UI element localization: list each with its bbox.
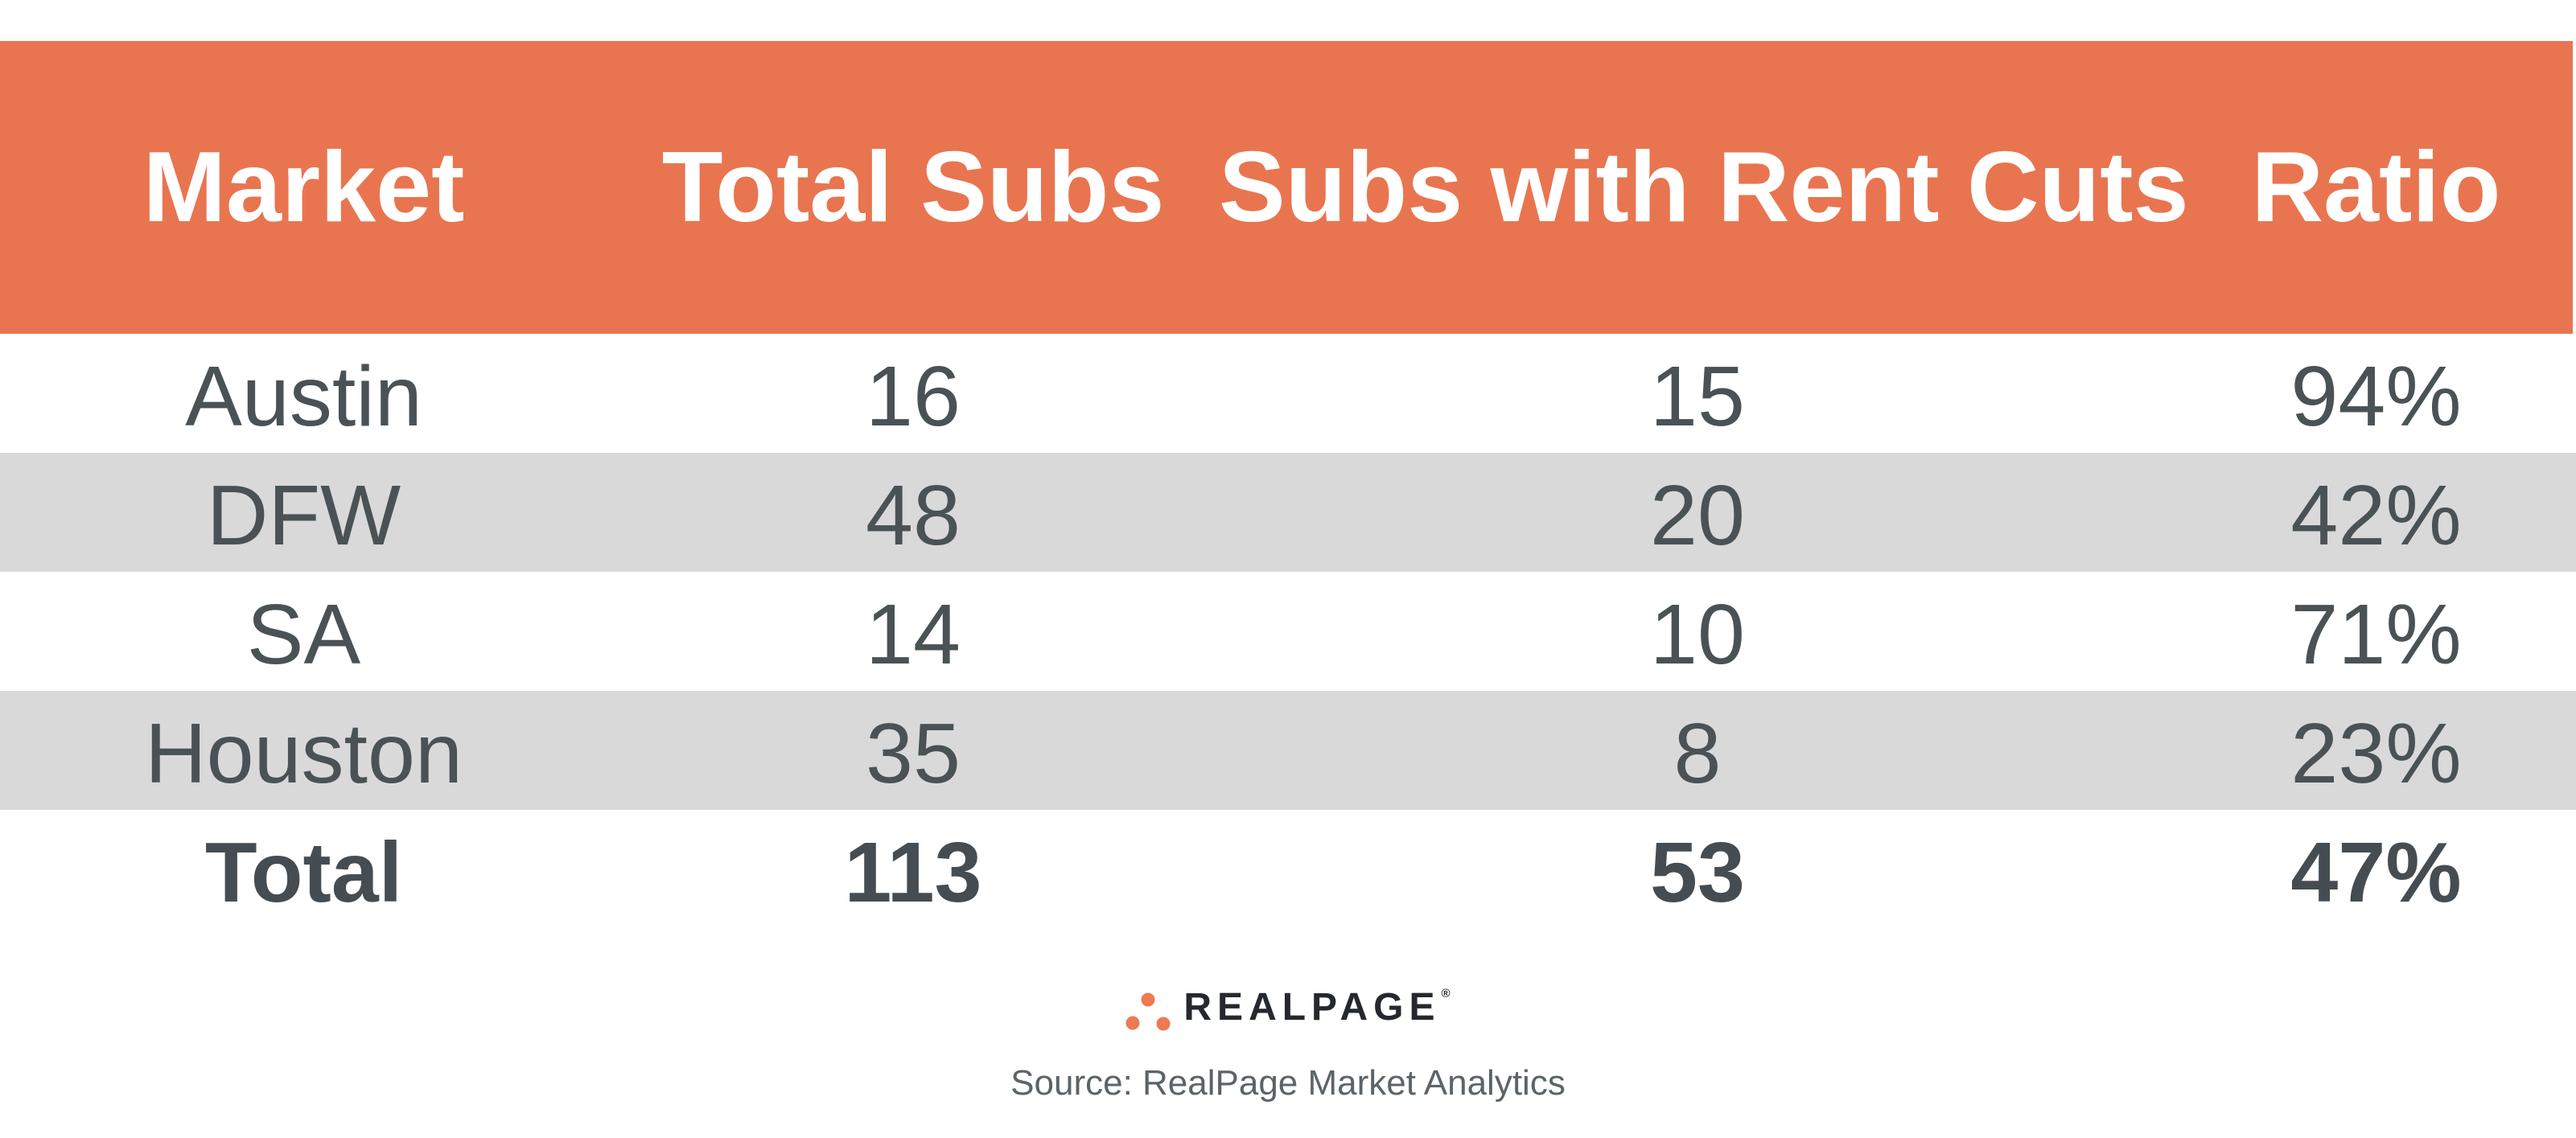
table-header-row: Market Total Subs Subs with Rent Cuts Ra… [0,41,2573,334]
cell-sa-total-subs: 14 [866,587,961,682]
realpage-dots-icon [1125,992,1171,1031]
table-row-austin: Austin 16 15 94% [0,334,2576,453]
cell-dfw-total-subs: 48 [866,468,961,563]
column-header-subs-with-rent-cuts: Subs with Rent Cuts [1219,132,2189,243]
cell-total-ratio: 47% [2290,825,2462,920]
column-header-market: Market [142,132,465,243]
cell-dfw-ratio: 42% [2290,468,2462,563]
cell-houston-total-subs: 35 [866,706,961,801]
cell-houston-ratio: 23% [2290,706,2462,801]
realpage-logo-text: REALPAGE [1183,986,1441,1029]
cell-total-subs-with-rent-cuts: 53 [1650,825,1745,920]
footer: REALPAGE ® Source: RealPage Market Analy… [0,929,2576,1138]
source-text: Source: RealPage Market Analytics [1010,1063,1566,1103]
cell-houston-subs-with-rent-cuts: 8 [1673,706,1722,801]
table-row-houston: Houston 35 8 23% [0,691,2576,810]
cell-austin-ratio: 94% [2290,349,2462,444]
cell-total-market: Total [204,825,403,920]
top-margin-strip [0,0,2576,41]
cell-dfw-market: DFW [206,468,401,563]
realpage-logo: REALPAGE ® [1125,985,1451,1031]
table-row-dfw: DFW 48 20 42% [0,453,2576,572]
table-row-sa: SA 14 10 71% [0,572,2576,691]
column-header-total-subs: Total Subs [661,132,1165,243]
table-row-total: Total 113 53 47% [0,810,2576,929]
cell-sa-subs-with-rent-cuts: 10 [1650,587,1745,682]
cell-austin-market: Austin [185,349,422,444]
cell-sa-market: SA [246,587,361,682]
cell-sa-ratio: 71% [2290,587,2462,682]
registered-trademark-mark: ® [1441,987,1451,1000]
cell-houston-market: Houston [145,706,463,801]
cell-total-total-subs: 113 [844,825,982,920]
cell-austin-subs-with-rent-cuts: 15 [1650,349,1745,444]
cell-dfw-subs-with-rent-cuts: 20 [1650,468,1745,563]
cell-austin-total-subs: 16 [866,349,961,444]
column-header-ratio: Ratio [2251,132,2501,243]
